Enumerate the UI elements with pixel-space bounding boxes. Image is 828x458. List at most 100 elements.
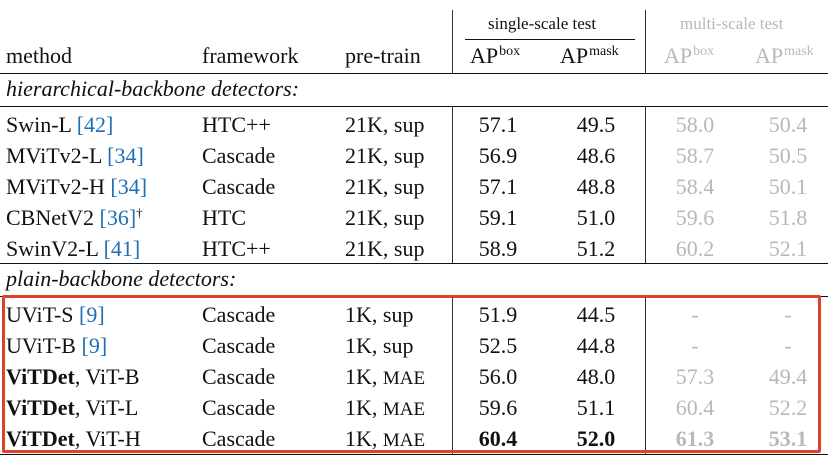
method-cell: CBNetV2 [36]† (6, 202, 143, 236)
table-row: SwinV2-L [41] HTC++ 21K, sup 58.9 51.2 60.2 52… (0, 233, 828, 264)
col-pretrain: pre-train (345, 43, 421, 68)
col-ss-apmask: APmask (560, 43, 619, 68)
ss-apmask-cell: 44.8 (576, 333, 616, 358)
column-divider (645, 107, 646, 263)
col-method: method (6, 43, 72, 68)
ss-apmask-cell: 48.0 (576, 364, 616, 389)
ms-apbox-cell: - (691, 302, 699, 327)
method-name: UViT-B (6, 333, 76, 358)
ss-apmask-cell: 48.8 (576, 174, 616, 199)
framework-cell: HTC++ (202, 236, 271, 261)
ms-apmask-cell: - (784, 302, 792, 327)
citation-link[interactable]: [9] (81, 333, 108, 358)
ms-apmask-cell: 53.1 (768, 426, 808, 451)
table-row: ViTDet, ViT-B Cascade 1K, MAE 56.0 48.0 57.3 4… (0, 361, 828, 392)
table-row: Swin-L [42] HTC++ 21K, sup 57.1 49.5 58.0 50.4 (0, 109, 828, 140)
plain-backbone-highlight-box (2, 295, 821, 453)
pretrain-cell: 21K, sup (345, 205, 425, 230)
pretrain-cell: 21K, sup (345, 143, 425, 168)
method-cell: MViTv2-L [34] (6, 140, 144, 171)
method-name: MViTv2-H (6, 174, 105, 199)
ss-apbox-cell: 52.5 (478, 333, 518, 358)
ss-apmask-cell: 51.0 (576, 205, 616, 230)
dagger-mark: † (136, 205, 143, 220)
citation-link[interactable]: [41] (103, 236, 141, 261)
ss-apbox-cell: 57.1 (478, 112, 518, 137)
ss-apbox-cell: 51.9 (478, 302, 518, 327)
section-rule (0, 106, 828, 107)
table-row: ViTDet, ViT-H Cascade 1K, MAE 60.4 52.0 61.3 5… (0, 423, 828, 454)
ms-apmask-cell: 49.4 (768, 364, 808, 389)
col-framework: framework (202, 43, 299, 68)
ms-apbox-cell: 59.6 (675, 205, 715, 230)
framework-cell: Cascade (202, 426, 276, 451)
ss-apbox-cell: 58.9 (478, 236, 518, 261)
pretrain-cell: 1K, MAE (345, 426, 426, 451)
citation-link[interactable]: [42] (76, 112, 114, 137)
ms-apmask-cell: 50.5 (768, 143, 808, 168)
citation-link[interactable]: [9] (79, 302, 105, 327)
pretrain-cell: 1K, sup (345, 302, 414, 327)
citation-link[interactable]: [34] (110, 174, 148, 199)
method-name: MViTv2-L (6, 143, 102, 168)
column-divider (452, 10, 453, 74)
framework-cell: Cascade (202, 364, 276, 389)
method-name: UViT-S (6, 302, 74, 327)
group-underline (465, 39, 635, 40)
ss-apmask-cell: 52.0 (576, 426, 616, 451)
table-row: CBNetV2 [36]† HTC 21K, sup 59.1 51.0 59.6 51.8 (0, 202, 828, 233)
method-cell: UViT-S [9] (6, 299, 105, 330)
method-cell: ViTDet, ViT-L (6, 392, 138, 423)
ms-apmask-cell: 50.1 (768, 174, 808, 199)
ms-apbox-cell: - (691, 333, 699, 358)
pretrain-method: MAE (382, 368, 426, 389)
col-ms-apmask: APmask (755, 43, 814, 68)
ss-apbox-cell: 57.1 (478, 174, 518, 199)
method-name-rest: , ViT-L (74, 395, 139, 420)
ms-apmask-cell: - (784, 333, 792, 358)
method-name-rest: , ViT-H (74, 426, 141, 451)
section-hierarchical: hierarchical-backbone detectors: (6, 76, 300, 101)
framework-cell: Cascade (202, 143, 276, 168)
method-cell: ViTDet, ViT-H (6, 423, 141, 454)
method-cell: MViTv2-H [34] (6, 171, 147, 202)
pretrain-cell: 21K, sup (345, 236, 425, 261)
ss-apmask-cell: 51.1 (576, 395, 616, 420)
column-divider (645, 297, 646, 454)
table-row: ViTDet, ViT-L Cascade 1K, MAE 59.6 51.1 60.4 5… (0, 392, 828, 423)
ss-apmask-cell: 49.5 (576, 112, 616, 137)
table-row: UViT-S [9] Cascade 1K, sup 51.9 44.5 - - (0, 299, 828, 330)
citation-link[interactable]: [34] (107, 143, 144, 168)
table-row: UViT-B [9] Cascade 1K, sup 52.5 44.8 - - (0, 330, 828, 361)
pretrain-method: MAE (382, 430, 426, 451)
column-divider (645, 10, 646, 74)
ss-apmask-cell: 48.6 (576, 143, 616, 168)
pretrain-cell: 1K, MAE (345, 364, 426, 389)
ss-apbox-cell: 59.1 (478, 205, 518, 230)
column-divider (452, 107, 453, 263)
col-ms-apbox: APbox (664, 43, 715, 68)
method-name: SwinV2-L (6, 236, 99, 261)
multi-scale-header: multi-scale test (680, 14, 784, 33)
ms-apmask-cell: 52.2 (768, 395, 808, 420)
framework-cell: HTC++ (202, 112, 271, 137)
pretrain-cell: 21K, sup (345, 174, 425, 199)
col-ss-apbox: APbox (470, 43, 521, 68)
ms-apmask-cell: 51.8 (768, 205, 808, 230)
ms-apbox-cell: 58.7 (675, 143, 715, 168)
framework-cell: Cascade (202, 174, 276, 199)
citation-link[interactable]: [36] (99, 205, 137, 230)
column-divider (452, 297, 453, 454)
method-name-bold: ViTDet (6, 364, 75, 389)
ms-apbox-cell: 58.0 (675, 112, 715, 137)
ms-apbox-cell: 60.2 (675, 236, 715, 261)
method-cell: SwinV2-L [41] (6, 233, 140, 264)
method-name-bold: ViTDet (6, 395, 75, 420)
section-rule (0, 263, 828, 264)
framework-cell: Cascade (202, 395, 276, 420)
ms-apmask-cell: 52.1 (768, 236, 808, 261)
method-name-bold: ViTDet (6, 426, 75, 451)
bottom-rule (0, 454, 828, 455)
ms-apmask-cell: 50.4 (768, 112, 808, 137)
